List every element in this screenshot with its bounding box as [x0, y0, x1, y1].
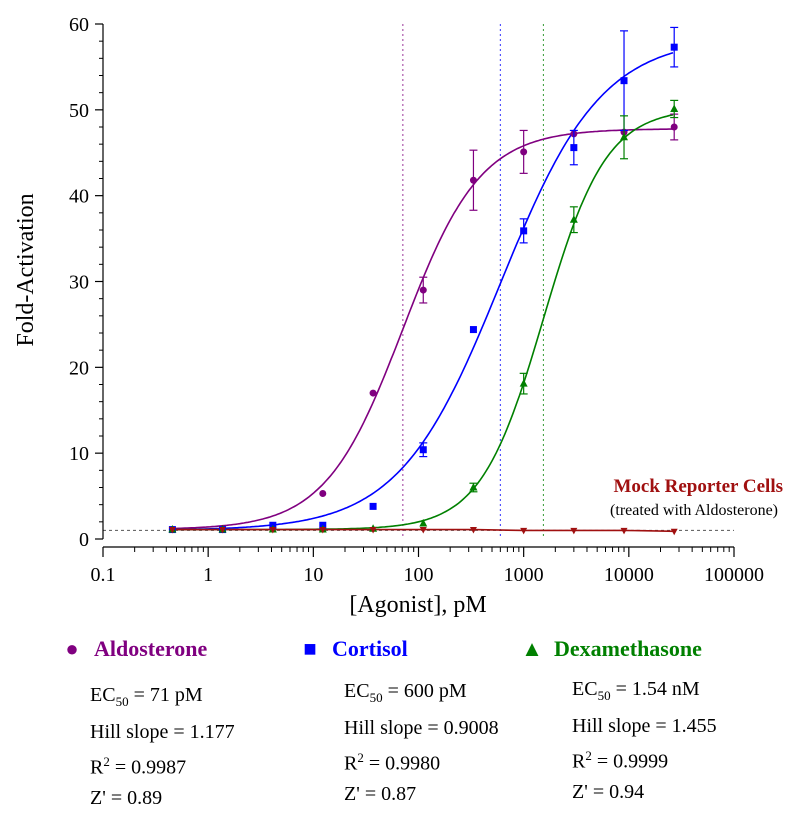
x-tick-label: 100000 [704, 564, 764, 586]
mock-annotation-subtitle: (treated with Aldosterone) [610, 502, 778, 519]
z-cortisol: Z' = 0.87 [344, 782, 417, 805]
triangle-marker-icon: ▲ [521, 636, 543, 661]
square-marker-icon: ■ [303, 636, 317, 661]
x-tick-label: 1 [203, 564, 213, 586]
data-point-mock-reporter-cells [520, 527, 528, 535]
r2-dexamethasone: R2 = 0.9999 [572, 748, 669, 773]
ec50-aldosterone: EC50 = 71 pM [90, 684, 203, 709]
data-point-mock-reporter-cells [670, 528, 678, 536]
hill-cortisol: Hill slope = 0.9008 [344, 717, 499, 739]
data-point-cortisol [620, 77, 628, 85]
data-point-cortisol [369, 502, 377, 510]
y-tick-label: 30 [69, 272, 89, 294]
circle-marker-icon: ● [65, 636, 79, 661]
data-point-mock-reporter-cells [419, 527, 427, 534]
data-point-mock-reporter-cells [620, 527, 628, 535]
data-point-mock-reporter-cells [319, 527, 327, 534]
y-tick-label: 20 [69, 357, 89, 379]
r2-aldosterone: R2 = 0.9987 [90, 754, 187, 779]
x-tick-label: 100 [404, 564, 434, 586]
y-axis-title: Fold-Activation [13, 193, 39, 346]
legend-label-dexamethasone: Dexamethasone [554, 636, 702, 661]
fit-curve-aldosterone [172, 128, 673, 530]
hill-dexamethasone: Hill slope = 1.455 [572, 715, 717, 737]
fit-curve-dexamethasone [172, 114, 674, 531]
mock-annotation-title: Mock Reporter Cells [613, 476, 783, 497]
chart: 0 10 20 30 40 50 60 0.1 1 10 100 1000 10000 100000 Fo… [13, 14, 783, 618]
data-point-aldosterone [319, 490, 327, 498]
data-point-cortisol [520, 227, 528, 235]
data-point-mock-reporter-cells [570, 527, 578, 535]
data-point-aldosterone [419, 286, 427, 294]
y-tick-label: 60 [69, 14, 89, 36]
ec50-cortisol: EC50 = 600 pM [344, 680, 467, 705]
data-point-cortisol [419, 446, 427, 454]
data-point-dexamethasone [620, 132, 629, 141]
data-point-cortisol [570, 144, 578, 152]
data-point-aldosterone [369, 389, 377, 397]
plot-area: 0 10 20 30 40 50 60 0.1 1 10 100 1000 10000 100000 [69, 14, 764, 586]
data-point-cortisol [670, 43, 678, 51]
data-point-mock-reporter-cells [369, 527, 377, 534]
data-point-dexamethasone [419, 519, 428, 527]
data-point-cortisol [469, 326, 477, 334]
z-dexamethasone: Z' = 0.94 [572, 780, 645, 803]
ec50-dexamethasone: EC50 = 1.54 nM [572, 678, 700, 703]
legend-label-cortisol: Cortisol [332, 636, 408, 661]
z-aldosterone: Z' = 0.89 [90, 786, 163, 809]
data-point-mock-reporter-cells [269, 527, 277, 534]
y-tick-label: 10 [69, 443, 89, 465]
data-point-mock-reporter-cells [219, 527, 227, 534]
x-axis-title: [Agonist], pM [349, 592, 486, 618]
x-tick-label: 10000 [604, 564, 654, 586]
y-tick-label: 50 [69, 100, 89, 122]
legend: ● Aldosterone EC50 = 71 pM Hill slope = 1… [0, 630, 785, 809]
stats-aldosterone: EC50 = 71 pM Hill slope = 1.177 R2 = 0.9… [90, 680, 235, 813]
data-point-mock-reporter-cells [469, 527, 477, 534]
stats-dexamethasone: EC50 = 1.54 nM Hill slope = 1.455 R2 = 0… [572, 674, 717, 807]
hill-aldosterone: Hill slope = 1.177 [90, 721, 235, 743]
stats-cortisol: EC50 = 600 pM Hill slope = 0.9008 R2 = 0… [344, 676, 499, 809]
data-point-dexamethasone [469, 483, 478, 491]
r2-cortisol: R2 = 0.9980 [344, 750, 441, 775]
data-point-mock-reporter-cells [168, 527, 176, 534]
data-point-aldosterone [469, 176, 477, 184]
y-tick-label: 0 [79, 529, 89, 551]
legend-label-aldosterone: Aldosterone [94, 636, 208, 661]
data-point-aldosterone [520, 148, 528, 156]
data-point-aldosterone [670, 123, 678, 131]
x-tick-label: 10 [303, 564, 323, 586]
data-point-dexamethasone [670, 104, 679, 112]
y-tick-label: 40 [69, 186, 89, 208]
x-tick-label: 1000 [504, 564, 544, 586]
data-point-dexamethasone [569, 215, 578, 223]
data-point-dexamethasone [519, 379, 528, 387]
x-tick-label: 0.1 [91, 564, 116, 586]
